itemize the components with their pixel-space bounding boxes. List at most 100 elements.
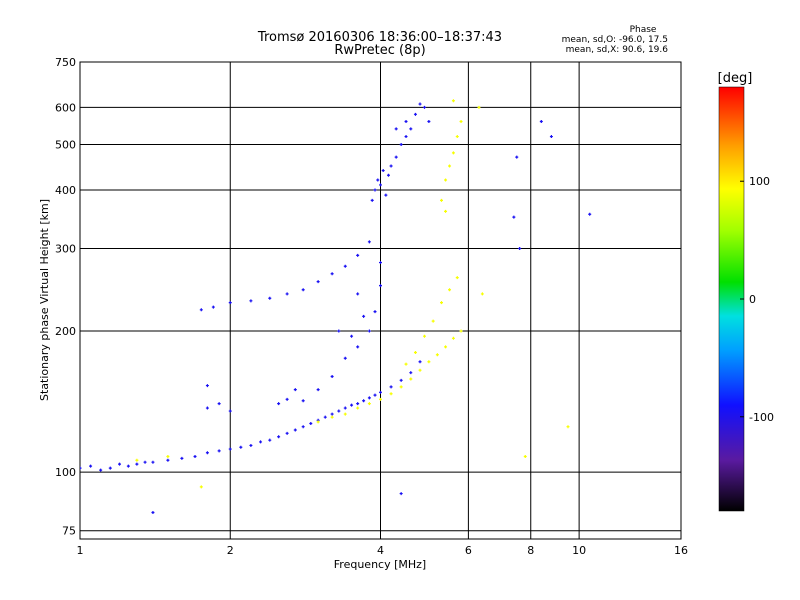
data-point-o <box>166 458 170 462</box>
data-point-x <box>135 458 139 462</box>
data-point-x <box>444 209 448 213</box>
data-point-o <box>205 406 209 410</box>
data-point-o <box>99 468 103 472</box>
phase-stats-x: mean, sd,X: 90.6, 19.6 <box>566 45 669 55</box>
data-point-o <box>399 492 403 496</box>
data-points <box>80 99 592 515</box>
data-point-x <box>399 385 403 389</box>
colorbar-tick-label: -100 <box>749 411 774 424</box>
data-point-x <box>356 406 360 410</box>
data-point-o <box>343 264 347 268</box>
data-point-o <box>539 119 543 123</box>
data-point-o <box>228 301 232 305</box>
data-point-x <box>343 412 347 416</box>
data-point-o <box>409 371 413 375</box>
data-point-o <box>367 396 371 400</box>
data-point-x <box>404 362 408 366</box>
data-point-x <box>444 178 448 182</box>
data-point-o <box>367 329 371 333</box>
data-point-o <box>143 460 147 464</box>
data-point-x <box>459 119 463 123</box>
data-point-o <box>205 384 209 388</box>
data-point-o <box>126 464 130 468</box>
data-point-x <box>455 276 459 280</box>
y-tick-label: 500 <box>55 139 76 152</box>
data-point-x <box>379 397 382 401</box>
colorbar-tick-label: 100 <box>749 175 770 188</box>
data-point-o <box>217 402 221 406</box>
data-point-o <box>399 378 403 382</box>
data-point-o <box>370 198 374 202</box>
data-point-o <box>515 155 519 159</box>
data-point-o <box>268 438 272 442</box>
data-point-o <box>418 102 422 106</box>
data-point-o <box>356 402 360 406</box>
colorbar-tick-label: 0 <box>749 293 756 306</box>
data-point-o <box>205 451 209 455</box>
data-point-o <box>301 425 305 429</box>
x-tick-label: 8 <box>527 544 534 557</box>
data-point-x <box>367 402 371 406</box>
data-point-o <box>180 456 184 460</box>
data-point-x <box>440 301 443 305</box>
axis-ticks: 1 2 4 6 8 10 16 75 100 200 300 400 500 600 750 <box>55 56 688 557</box>
chart-subtitle: RwPretec (8p) <box>334 43 425 58</box>
y-axis-label: Stationary phase Virtual Height [km] <box>38 199 51 401</box>
data-point-o <box>362 314 366 318</box>
data-point-x <box>455 135 459 139</box>
data-point-o <box>389 164 393 168</box>
data-point-o <box>316 280 320 284</box>
data-point-x <box>199 485 203 489</box>
data-point-o <box>373 393 377 397</box>
data-point-o <box>323 415 327 419</box>
data-point-o <box>413 112 417 116</box>
data-point-x <box>427 360 431 364</box>
data-point-o <box>379 261 382 265</box>
data-point-o <box>343 356 347 360</box>
data-point-x <box>389 392 393 396</box>
data-point-o <box>239 445 243 449</box>
data-point-x <box>477 105 481 109</box>
y-tick-label: 200 <box>55 325 76 338</box>
y-tick-label: 300 <box>55 243 76 256</box>
x-tick-label: 10 <box>572 544 586 557</box>
data-point-o <box>427 119 431 123</box>
data-point-o <box>285 397 289 401</box>
grid <box>79 61 682 539</box>
data-point-o <box>381 169 385 173</box>
data-point-o <box>404 135 408 139</box>
data-point-o <box>350 334 354 338</box>
data-point-x <box>440 198 443 202</box>
data-point-o <box>118 462 122 466</box>
data-point-x <box>418 368 422 372</box>
data-point-o <box>409 127 413 131</box>
data-point-x <box>435 353 439 357</box>
data-point-o <box>217 449 221 453</box>
phase-heading: Phase <box>630 25 657 35</box>
data-point-x <box>431 319 435 323</box>
data-point-x <box>451 336 455 340</box>
data-point-x <box>166 454 170 458</box>
data-point-o <box>277 402 281 406</box>
data-point-o <box>356 253 360 257</box>
data-point-x <box>480 292 484 296</box>
data-point-o <box>343 406 347 410</box>
data-point-o <box>80 466 82 470</box>
data-point-o <box>394 127 398 131</box>
data-point-x <box>413 350 417 354</box>
data-point-x <box>459 329 463 333</box>
data-point-o <box>379 284 382 288</box>
x-tick-label: 16 <box>674 544 688 557</box>
data-point-o <box>228 409 232 413</box>
data-point-x <box>444 345 448 349</box>
data-point-o <box>108 466 112 470</box>
data-point-o <box>367 240 371 244</box>
data-point-o <box>376 178 380 182</box>
data-point-x <box>451 99 455 103</box>
chart-title: Tromsø 20160306 18:36:00–18:37:43 <box>257 30 502 45</box>
data-point-o <box>422 105 426 109</box>
data-point-o <box>384 193 388 197</box>
data-point-x <box>566 425 570 429</box>
data-point-o <box>518 247 522 251</box>
